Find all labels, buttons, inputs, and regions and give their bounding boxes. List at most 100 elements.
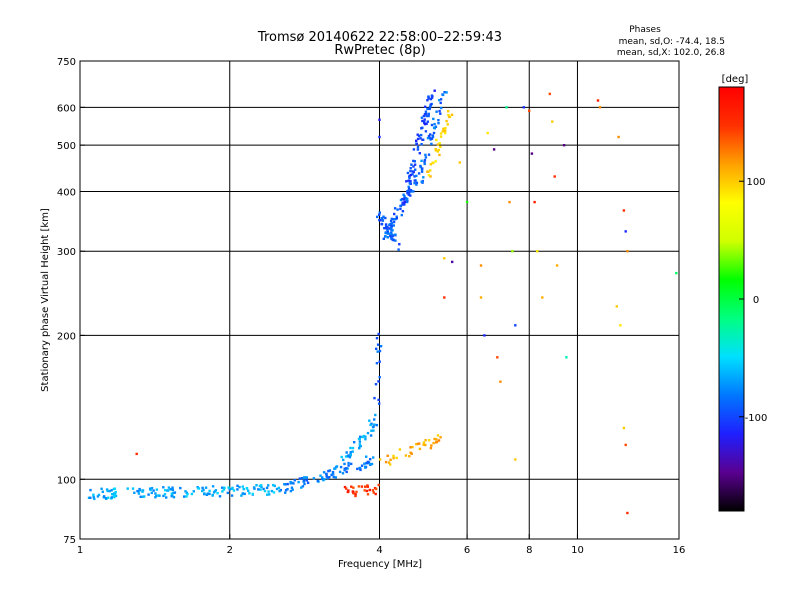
data-point-segment (427, 114, 430, 118)
y-tick-label: 100 (57, 475, 76, 486)
data-point-segment (444, 126, 447, 130)
data-point-segment (450, 113, 454, 116)
data-point-segment (328, 469, 332, 472)
data-point-segment (353, 441, 356, 444)
colorbar-tick-label: 0 (753, 295, 759, 306)
data-point-segment (108, 489, 111, 493)
data-point-segment (201, 489, 204, 493)
data-point-scatter (622, 426, 626, 430)
data-point-segment (409, 446, 412, 449)
data-point-segment (435, 440, 439, 444)
data-point-segment (420, 143, 423, 146)
data-point-segment (334, 476, 337, 479)
data-point-segment (275, 487, 279, 491)
data-point-segment (433, 89, 436, 92)
data-point-segment (393, 212, 396, 216)
data-point-segment (247, 489, 250, 492)
data-point-segment (358, 443, 361, 446)
phases-line-o: mean, sd,O: -74.4, 18.5 (619, 37, 725, 47)
data-point-segment (413, 179, 416, 182)
grid-lines (80, 61, 679, 539)
colorbar-tick-label: 100 (746, 177, 765, 188)
data-point-segment (358, 466, 361, 470)
data-point-segment (216, 492, 219, 495)
data-point-segment (114, 490, 117, 494)
data-point-segment (321, 476, 324, 479)
data-point-segment (429, 138, 432, 141)
data-point-segment (131, 487, 135, 490)
data-point-segment (228, 488, 231, 491)
data-point-segment (425, 122, 428, 125)
data-point-segment (409, 189, 413, 192)
data-point-segment (429, 97, 433, 101)
data-point-segment (445, 91, 448, 94)
data-point-segment (423, 122, 427, 126)
data-point-segment (443, 129, 446, 133)
data-point-segment (347, 454, 350, 457)
data-point-segment (136, 489, 139, 493)
data-point-segment (202, 488, 205, 492)
data-point-scatter (514, 324, 517, 327)
data-point-scatter (596, 99, 600, 102)
data-point-segment (323, 478, 326, 481)
colorbar-tick-label: -100 (745, 413, 768, 424)
data-point-segment (203, 492, 206, 495)
data-point-segment (169, 488, 172, 491)
data-point-segment (424, 130, 428, 133)
data-point-segment (439, 145, 442, 148)
data-point-segment (389, 458, 392, 461)
data-point-segment (426, 107, 429, 111)
data-point-segment (265, 486, 269, 490)
data-point-segment (421, 119, 424, 123)
data-point-segment (438, 109, 441, 113)
data-point-segment (412, 165, 415, 168)
data-point-segment (386, 228, 389, 231)
data-point-segment (403, 195, 406, 198)
data-point-scatter (465, 200, 469, 204)
data-point-segment (92, 496, 95, 499)
data-point-segment (400, 213, 403, 217)
data-point-segment (165, 496, 168, 499)
data-point-segment (431, 134, 434, 137)
data-point-segment (158, 494, 161, 497)
data-point-segment (420, 180, 423, 183)
data-point-segment (241, 492, 245, 495)
data-point-segment (345, 467, 348, 470)
data-point-segment (305, 479, 308, 482)
data-point-segment (423, 118, 426, 121)
data-point-scatter (536, 250, 539, 253)
x-tick-label: 6 (464, 545, 470, 556)
data-point-segment (208, 489, 211, 493)
data-point-segment (432, 131, 436, 135)
data-point-segment (419, 137, 422, 140)
y-tick-label: 200 (57, 331, 76, 342)
data-point-segment (388, 232, 392, 236)
data-point-segment (386, 454, 389, 457)
data-point-segment (138, 487, 141, 491)
data-point-scatter (555, 264, 559, 267)
data-point-segment (409, 167, 412, 170)
data-point-segment (446, 123, 449, 126)
data-point-segment (418, 152, 421, 155)
data-point-segment (141, 490, 144, 493)
data-point-segment (388, 227, 391, 230)
data-point-segment (412, 148, 416, 151)
data-point-segment (206, 492, 210, 495)
data-point-segment (283, 483, 286, 486)
data-point-segment (419, 165, 422, 169)
data-point-scatter (479, 264, 483, 267)
data-point-segment (267, 490, 270, 493)
data-point-segment (335, 465, 339, 468)
data-point-segment (386, 230, 390, 233)
data-point-segment (245, 487, 249, 490)
data-point-segment (422, 441, 426, 444)
data-point-segment (359, 435, 362, 438)
data-point-segment (438, 142, 441, 145)
data-point-segment (106, 489, 109, 493)
data-point-segment (429, 104, 432, 107)
data-point-segment (445, 119, 448, 123)
data-point-segment (420, 133, 423, 137)
data-point-segment (226, 491, 229, 495)
data-point-segment (360, 485, 364, 488)
data-point-segment (430, 137, 434, 140)
